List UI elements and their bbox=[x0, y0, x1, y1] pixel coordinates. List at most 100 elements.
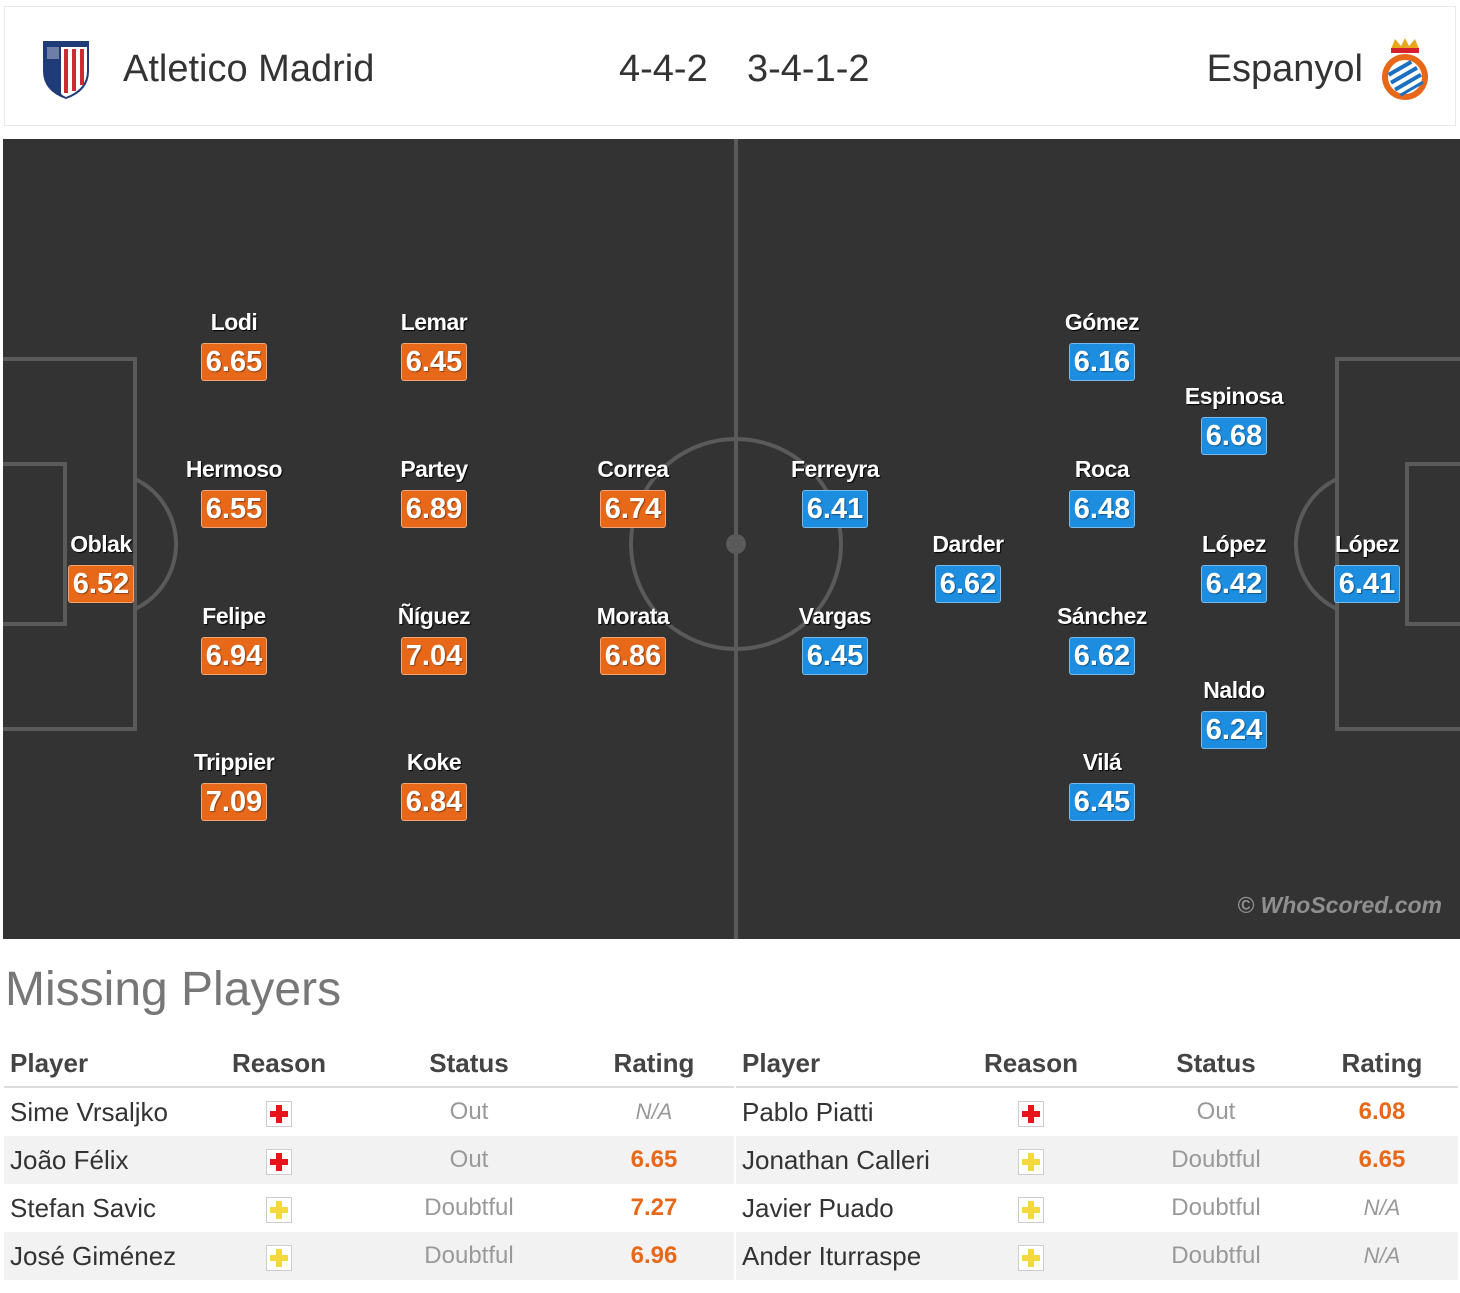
player-name: Ñíguez bbox=[397, 603, 471, 629]
missing-status: Doubtful bbox=[1126, 1232, 1306, 1280]
player-name: Gómez bbox=[1064, 309, 1140, 335]
column-status: Status bbox=[1126, 1040, 1306, 1088]
missing-status: Doubtful bbox=[424, 1194, 514, 1221]
missing-rating: 6.08 bbox=[1358, 1098, 1406, 1125]
missing-rating: 6.96 bbox=[574, 1232, 734, 1280]
player-rating: 6.42 bbox=[1200, 565, 1268, 603]
doubtful-icon bbox=[1018, 1148, 1044, 1175]
player-lodi[interactable]: Lodi 6.65 bbox=[154, 309, 314, 381]
player-koke[interactable]: Koke 6.84 bbox=[354, 749, 514, 821]
home-formation: 4-4-2 bbox=[619, 48, 708, 90]
player-name: Ferreyra bbox=[790, 456, 880, 482]
player-lopez-defender[interactable]: López 6.42 bbox=[1154, 531, 1314, 603]
player-name: López bbox=[1335, 531, 1399, 557]
missing-rating: 6.65 bbox=[1306, 1136, 1458, 1184]
table-row: José Giménez Doubtful 6.96 bbox=[4, 1232, 734, 1280]
player-darder[interactable]: Darder 6.62 bbox=[888, 531, 1048, 603]
doubtful-icon bbox=[1018, 1196, 1044, 1223]
column-player: Player bbox=[4, 1040, 194, 1088]
player-name: Trippier bbox=[193, 749, 275, 775]
table-header-row: Player Reason Status Rating bbox=[4, 1040, 734, 1088]
column-rating: Rating bbox=[1306, 1040, 1458, 1088]
player-partey[interactable]: Partey 6.89 bbox=[354, 456, 514, 528]
missing-status: Out bbox=[449, 1098, 489, 1125]
doubtful-icon bbox=[1018, 1244, 1044, 1271]
column-reason: Reason bbox=[936, 1040, 1126, 1088]
away-formation: 3-4-1-2 bbox=[747, 48, 870, 90]
player-rating: 6.84 bbox=[400, 783, 468, 821]
player-naldo[interactable]: Naldo 6.24 bbox=[1154, 677, 1314, 749]
table-row: Sime Vrsaljko Out N/A bbox=[4, 1087, 734, 1136]
player-name: Roca bbox=[1074, 456, 1130, 482]
table-row: Pablo Piatti Out 6.08 bbox=[736, 1087, 1458, 1136]
table-row: Ander Iturraspe Doubtful N/A bbox=[736, 1232, 1458, 1280]
player-correa[interactable]: Correa 6.74 bbox=[553, 456, 713, 528]
player-name: Espinosa bbox=[1184, 383, 1284, 409]
home-team-name[interactable]: Atletico Madrid bbox=[123, 48, 375, 90]
missing-player-name[interactable]: Sime Vrsaljko bbox=[10, 1096, 168, 1127]
player-name: Vargas bbox=[798, 603, 872, 629]
table-row: Stefan Savic Doubtful 7.27 bbox=[4, 1184, 734, 1232]
player-name: Correa bbox=[597, 456, 669, 482]
player-oblak[interactable]: Oblak 6.52 bbox=[21, 531, 181, 603]
away-missing-table: Player Reason Status Rating Pablo Piatti… bbox=[736, 1040, 1458, 1280]
player-rating: 6.65 bbox=[200, 343, 268, 381]
injury-icon bbox=[266, 1100, 292, 1127]
home-missing-table: Player Reason Status Rating Sime Vrsaljk… bbox=[4, 1040, 734, 1280]
missing-rating: N/A bbox=[1306, 1232, 1458, 1280]
pitch-markings bbox=[3, 139, 1460, 939]
player-trippier[interactable]: Trippier 7.09 bbox=[154, 749, 314, 821]
missing-status: Doubtful bbox=[364, 1232, 574, 1280]
player-felipe[interactable]: Felipe 6.94 bbox=[154, 603, 314, 675]
player-lopez-goalkeeper[interactable]: López 6.41 bbox=[1287, 531, 1447, 603]
player-rating: 6.74 bbox=[599, 490, 667, 528]
player-rating: 6.45 bbox=[1068, 783, 1136, 821]
player-name: Hermoso bbox=[185, 456, 283, 482]
player-rating: 6.62 bbox=[1068, 637, 1136, 675]
player-hermoso[interactable]: Hermoso 6.55 bbox=[154, 456, 314, 528]
player-name: Felipe bbox=[202, 603, 266, 629]
column-player: Player bbox=[736, 1040, 936, 1088]
away-team-name[interactable]: Espanyol bbox=[1206, 48, 1363, 90]
player-rating: 6.68 bbox=[1200, 417, 1268, 455]
player-name: Koke bbox=[406, 749, 462, 775]
missing-rating: 6.65 bbox=[574, 1136, 734, 1184]
player-sanchez[interactable]: Sánchez 6.62 bbox=[1022, 603, 1182, 675]
table-row: João Félix Out 6.65 bbox=[4, 1136, 734, 1184]
missing-player-name[interactable]: Stefan Savic bbox=[10, 1192, 156, 1223]
missing-player-name[interactable]: Javier Puado bbox=[742, 1192, 894, 1223]
player-morata[interactable]: Morata 6.86 bbox=[553, 603, 713, 675]
missing-player-name[interactable]: Pablo Piatti bbox=[742, 1096, 874, 1127]
player-vila[interactable]: Vilá 6.45 bbox=[1022, 749, 1182, 821]
missing-player-name[interactable]: Ander Iturraspe bbox=[736, 1232, 936, 1280]
missing-players-title: Missing Players bbox=[5, 963, 342, 1016]
doubtful-icon bbox=[266, 1196, 292, 1223]
player-ferreyra[interactable]: Ferreyra 6.41 bbox=[755, 456, 915, 528]
player-rating: 6.16 bbox=[1068, 343, 1136, 381]
player-name: Naldo bbox=[1203, 677, 1265, 703]
column-reason: Reason bbox=[194, 1040, 364, 1088]
player-vargas[interactable]: Vargas 6.45 bbox=[755, 603, 915, 675]
player-espinosa[interactable]: Espinosa 6.68 bbox=[1154, 383, 1314, 455]
player-niguez[interactable]: Ñíguez 7.04 bbox=[354, 603, 514, 675]
player-rating: 6.45 bbox=[801, 637, 869, 675]
player-rating: 7.09 bbox=[200, 783, 268, 821]
missing-status: Doubtful bbox=[1171, 1194, 1261, 1221]
missing-rating: N/A bbox=[635, 1099, 673, 1124]
missing-status: Doubtful bbox=[1126, 1136, 1306, 1184]
player-rating: 6.94 bbox=[200, 637, 268, 675]
player-name: López bbox=[1202, 531, 1266, 557]
player-name: Oblak bbox=[70, 531, 132, 557]
player-name: Lemar bbox=[400, 309, 468, 335]
missing-player-name[interactable]: José Giménez bbox=[4, 1232, 194, 1280]
missing-player-name[interactable]: Jonathan Calleri bbox=[736, 1136, 936, 1184]
doubtful-icon bbox=[266, 1244, 292, 1271]
player-rating: 6.52 bbox=[67, 565, 135, 603]
player-rating: 6.41 bbox=[801, 490, 869, 528]
atletico-madrid-crest-icon bbox=[43, 41, 89, 99]
player-gomez[interactable]: Gómez 6.16 bbox=[1022, 309, 1182, 381]
player-roca[interactable]: Roca 6.48 bbox=[1022, 456, 1182, 528]
column-rating: Rating bbox=[574, 1040, 734, 1088]
missing-player-name[interactable]: João Félix bbox=[4, 1136, 194, 1184]
player-lemar[interactable]: Lemar 6.45 bbox=[354, 309, 514, 381]
